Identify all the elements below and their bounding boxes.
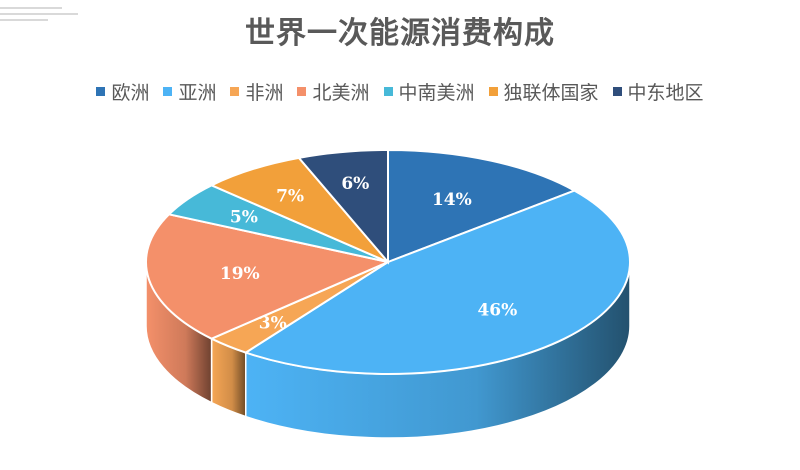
data-label: 19% bbox=[220, 264, 260, 284]
legend-swatch bbox=[297, 87, 307, 96]
legend-item: 中东地区 bbox=[612, 78, 704, 105]
legend-label: 独联体国家 bbox=[503, 82, 599, 104]
pie-slice bbox=[145, 213, 392, 340]
pie-slice bbox=[243, 189, 631, 375]
data-label: 5% bbox=[230, 208, 258, 228]
pie-slice bbox=[387, 148, 577, 264]
data-label: 3% bbox=[259, 313, 287, 333]
legend-swatch bbox=[230, 87, 240, 96]
decorative-lines bbox=[0, 7, 78, 21]
data-label: 6% bbox=[341, 174, 369, 194]
legend-item: 非洲 bbox=[230, 78, 283, 105]
legend-swatch bbox=[612, 87, 622, 96]
legend-swatch bbox=[163, 87, 173, 96]
legend-item: 中南美洲 bbox=[383, 78, 475, 105]
legend-label: 亚洲 bbox=[178, 82, 217, 104]
legend-swatch bbox=[383, 87, 393, 96]
legend-item: 北美洲 bbox=[297, 78, 370, 105]
data-label: 46% bbox=[477, 301, 517, 321]
legend-swatch bbox=[488, 87, 498, 96]
pie-slice bbox=[209, 156, 389, 263]
legend-label: 欧洲 bbox=[111, 82, 150, 104]
legend-swatch bbox=[96, 87, 106, 96]
chart-title: 世界一次能源消费构成 bbox=[245, 16, 555, 51]
legend-label: 北美洲 bbox=[312, 82, 370, 104]
data-label: 14% bbox=[432, 190, 472, 210]
legend-item: 亚洲 bbox=[163, 78, 216, 105]
pie-slice bbox=[297, 148, 389, 265]
data-label: 7% bbox=[276, 186, 304, 206]
legend-label: 非洲 bbox=[245, 82, 284, 104]
legend-label: 中南美洲 bbox=[398, 82, 475, 104]
legend-item: 欧洲 bbox=[96, 78, 149, 105]
chart-legend: 欧洲 亚洲 非洲 北美洲 中南美洲 独联体国家 中东地区 bbox=[0, 78, 800, 105]
legend-label: 中东地区 bbox=[627, 82, 704, 104]
legend-item: 独联体国家 bbox=[488, 78, 599, 105]
